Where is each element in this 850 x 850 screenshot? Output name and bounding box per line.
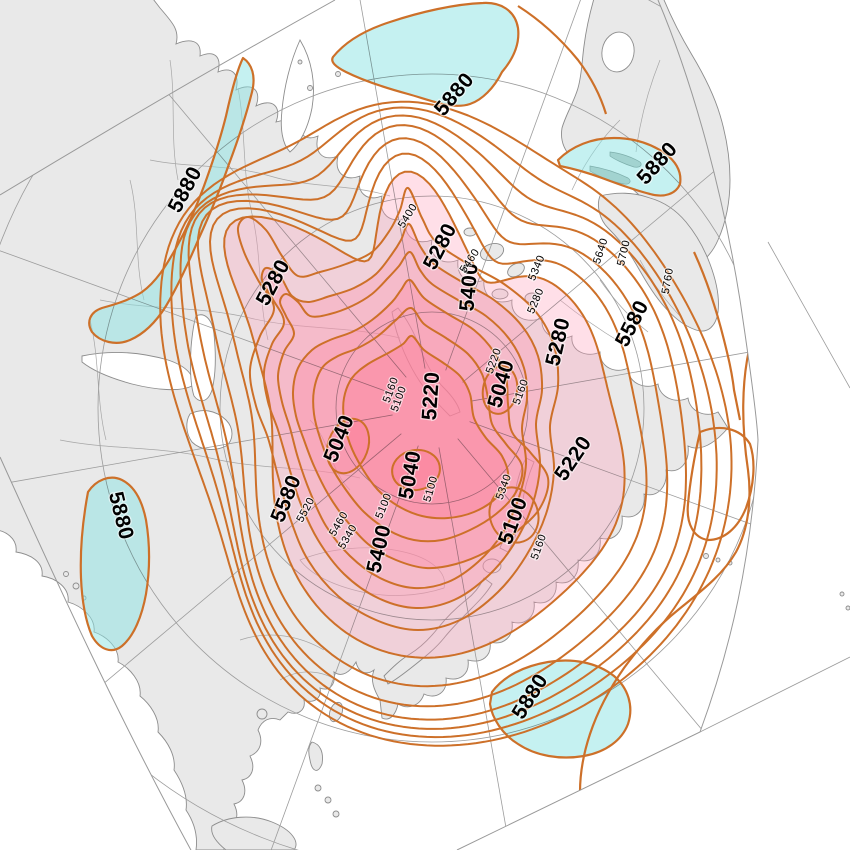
shade-5880-ne-sea: [558, 138, 681, 196]
contour-5880-ne-sea: [556, 136, 682, 197]
outer-island-1: [703, 553, 709, 559]
height-contours: [79, 1, 755, 793]
contour-5040-core-1: [325, 417, 371, 475]
height-shading: [80, 2, 681, 758]
contour-5880-open-top: [517, 5, 608, 115]
shade-core-5040-2: [392, 449, 440, 491]
island-ph-1: [314, 784, 322, 792]
arctic-speck-3: [297, 59, 303, 65]
contour-5880-west-strip: [88, 56, 255, 344]
contour-5340: [260, 223, 544, 610]
contour-5280: [276, 251, 529, 590]
contour-5040-core-2: [391, 448, 441, 492]
arctic-island-2: [507, 262, 525, 278]
arctic-speck-2: [335, 71, 341, 77]
coastal-fjord: [280, 39, 314, 153]
contour-5100-pocket: [488, 486, 540, 544]
island-sl-2: [72, 582, 80, 590]
arctic-speck-1: [307, 85, 313, 91]
contour-5760: [170, 106, 718, 739]
contour-5100: [342, 334, 510, 520]
island-hainan: [256, 708, 268, 720]
contour-5640: [187, 124, 687, 721]
contour-label-5400: 5400: [455, 262, 482, 313]
contour-5820: [159, 100, 733, 747]
shade-5880-left-blob: [80, 477, 149, 651]
contour-label-5760: 5760: [660, 267, 676, 295]
contour-5700: [179, 114, 703, 730]
domain-boundary: [0, 0, 759, 850]
contour-5880-atlantic: [331, 1, 520, 107]
shade-5880-atlantic: [332, 2, 519, 106]
shade-below-5100: [343, 335, 509, 519]
contour-5880-se-blob: [488, 659, 632, 759]
island-sl-1: [63, 571, 69, 577]
island-ph-2: [324, 796, 332, 804]
contour-5580: [196, 137, 669, 708]
contour-5460: [223, 170, 626, 659]
contour-5400: [236, 187, 560, 631]
contour-5220: [291, 278, 550, 570]
outer-island-2: [715, 557, 721, 563]
shade-core-5040-1: [326, 418, 370, 474]
island-luzon: [308, 741, 323, 771]
contour-5520: [209, 152, 648, 688]
island-borneo: [211, 816, 297, 850]
contour-5040-core-3: [481, 365, 519, 415]
contour-label-5220: 5220: [418, 371, 444, 421]
contour-5880-open-right: [578, 337, 754, 793]
outer-island-5: [845, 605, 850, 611]
contour-closed-cell-right: [686, 426, 755, 542]
island-ph-3: [332, 810, 340, 818]
ne-lake: [601, 31, 635, 73]
outer-island-4: [839, 591, 845, 597]
arctic-island-1: [479, 242, 505, 262]
contour-5880-left-blob: [79, 476, 151, 652]
stray-graticule: [699, 241, 850, 733]
contour-5880-open-upper-right: [693, 251, 742, 421]
